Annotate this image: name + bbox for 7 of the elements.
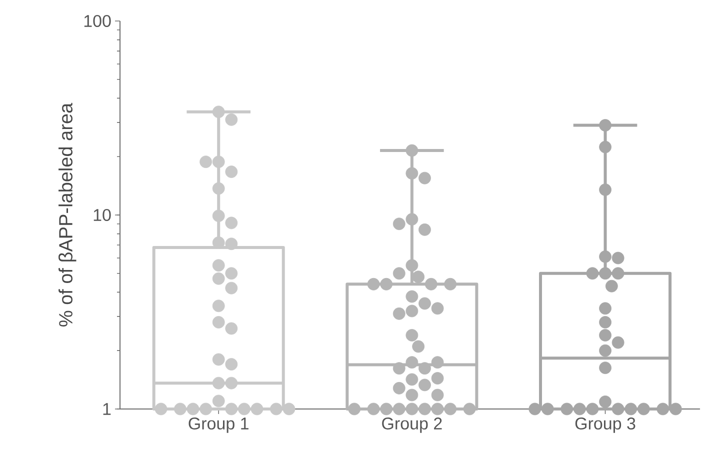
y-axis-title: % of of βAPP-labeled area (58, 102, 76, 326)
x-tick-label: Group 2 (382, 417, 442, 433)
y-tick-label: 1 (103, 403, 111, 415)
x-tick-label: Group 1 (188, 417, 248, 433)
y-tick-label: 100 (84, 14, 111, 28)
x-tick-label: Group 3 (575, 417, 636, 433)
y-tick-label: 10 (94, 208, 111, 222)
